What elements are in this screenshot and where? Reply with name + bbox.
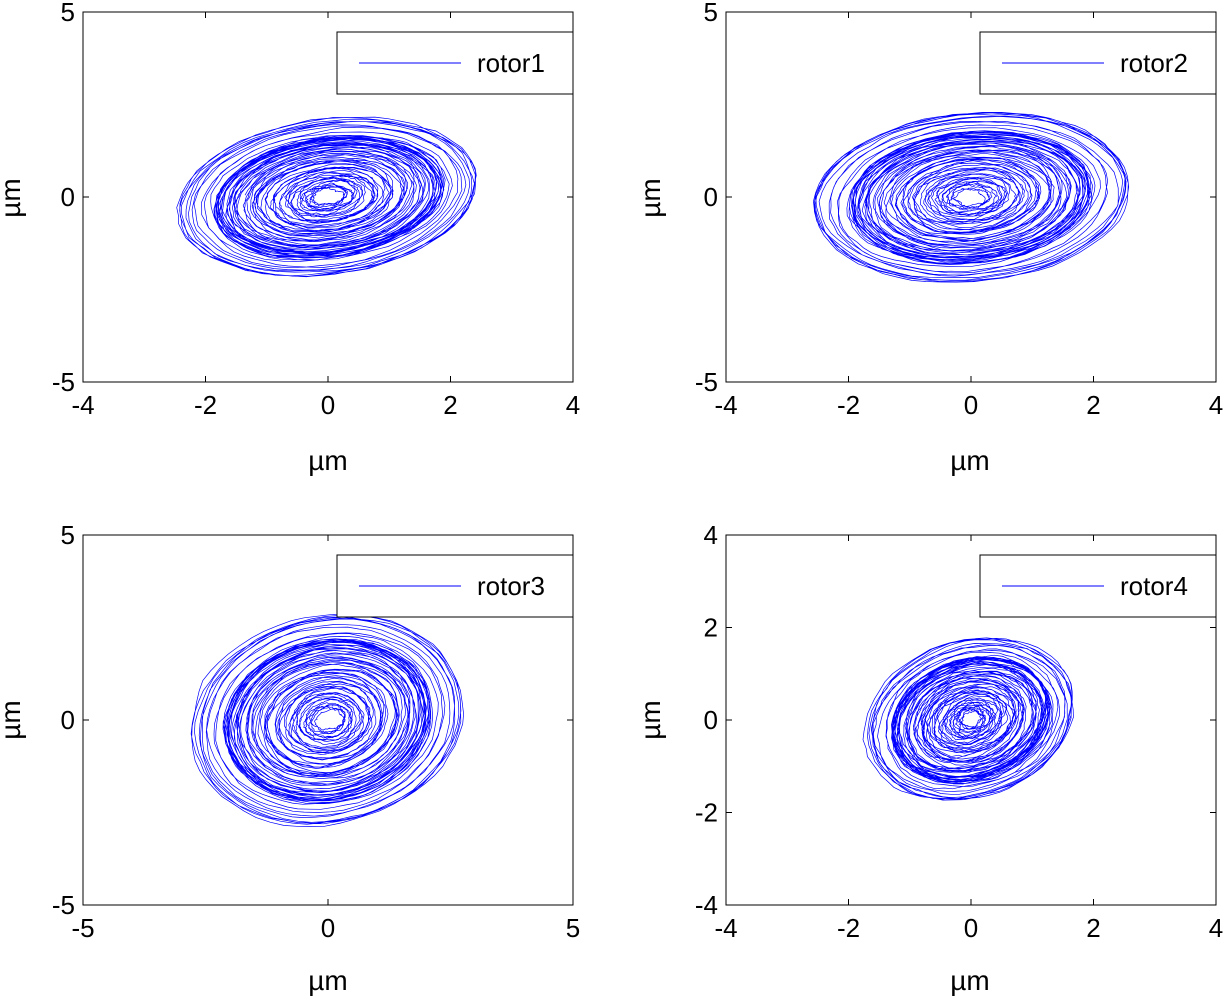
x-tick-label: -4 — [714, 913, 737, 943]
x-tick-label: -2 — [837, 913, 860, 943]
x-tick-label: 4 — [1209, 913, 1223, 943]
subplot-rotor3: µm µm -5 0 5 -5 0 5 rotor3 — [0, 520, 580, 996]
x-tick-label: 2 — [1086, 913, 1100, 943]
y-tick-label: 2 — [704, 613, 718, 643]
y-tick-label: -4 — [695, 890, 718, 920]
y-tick-label: -5 — [52, 890, 75, 920]
x-tick-label: -2 — [194, 390, 217, 420]
x-axis-label: µm — [308, 965, 347, 996]
y-tick-label: 0 — [704, 705, 718, 735]
x-tick-label: -5 — [71, 913, 94, 943]
legend-label: rotor4 — [1120, 571, 1188, 601]
legend-label: rotor3 — [477, 571, 545, 601]
y-tick-label: 5 — [61, 0, 75, 27]
y-tick-label: 5 — [704, 0, 718, 27]
orbit-trace-rotor4 — [862, 637, 1074, 801]
y-axis-label: µm — [635, 700, 666, 739]
x-tick-label: 0 — [964, 390, 978, 420]
subplot-rotor2: µm µm -4 -2 0 2 4 -5 0 5 rotor2 — [635, 0, 1223, 476]
x-tick-label: 5 — [566, 913, 580, 943]
x-tick-label: 0 — [321, 390, 335, 420]
orbit-trace-rotor1 — [176, 116, 477, 278]
y-tick-label: -2 — [695, 798, 718, 828]
x-tick-label: 4 — [1209, 390, 1223, 420]
x-tick-label: 0 — [321, 913, 335, 943]
y-tick-label: -5 — [52, 367, 75, 397]
x-axis-label: µm — [308, 445, 347, 476]
y-tick-label: 0 — [704, 182, 718, 212]
y-tick-label: 0 — [61, 705, 75, 735]
y-axis-label: µm — [0, 700, 26, 739]
x-tick-label: 2 — [1086, 390, 1100, 420]
subplot-rotor4: µm µm -4 -2 0 2 4 -4 -2 0 2 4 rotor4 — [635, 520, 1223, 996]
x-tick-label: 0 — [964, 913, 978, 943]
legend-label: rotor1 — [477, 48, 545, 78]
y-tick-label: -5 — [695, 367, 718, 397]
legend-label: rotor2 — [1120, 48, 1188, 78]
y-tick-label: 0 — [61, 182, 75, 212]
x-tick-label: 2 — [443, 390, 457, 420]
x-axis-label: µm — [950, 965, 989, 996]
y-tick-label: 5 — [61, 520, 75, 550]
subplot-rotor1: µm µm -4 -2 0 2 4 -5 0 5 rotor1 — [0, 0, 580, 476]
x-tick-label: -4 — [71, 390, 94, 420]
y-axis-label: µm — [635, 178, 666, 217]
x-axis-label: µm — [950, 445, 989, 476]
orbit-trace-rotor2 — [813, 111, 1130, 283]
x-tick-label: -4 — [714, 390, 737, 420]
x-tick-label: 4 — [566, 390, 580, 420]
y-axis-label: µm — [0, 178, 26, 217]
y-tick-label: 4 — [704, 520, 718, 550]
x-tick-label: -2 — [837, 390, 860, 420]
orbit-trace-rotor3 — [190, 613, 464, 827]
